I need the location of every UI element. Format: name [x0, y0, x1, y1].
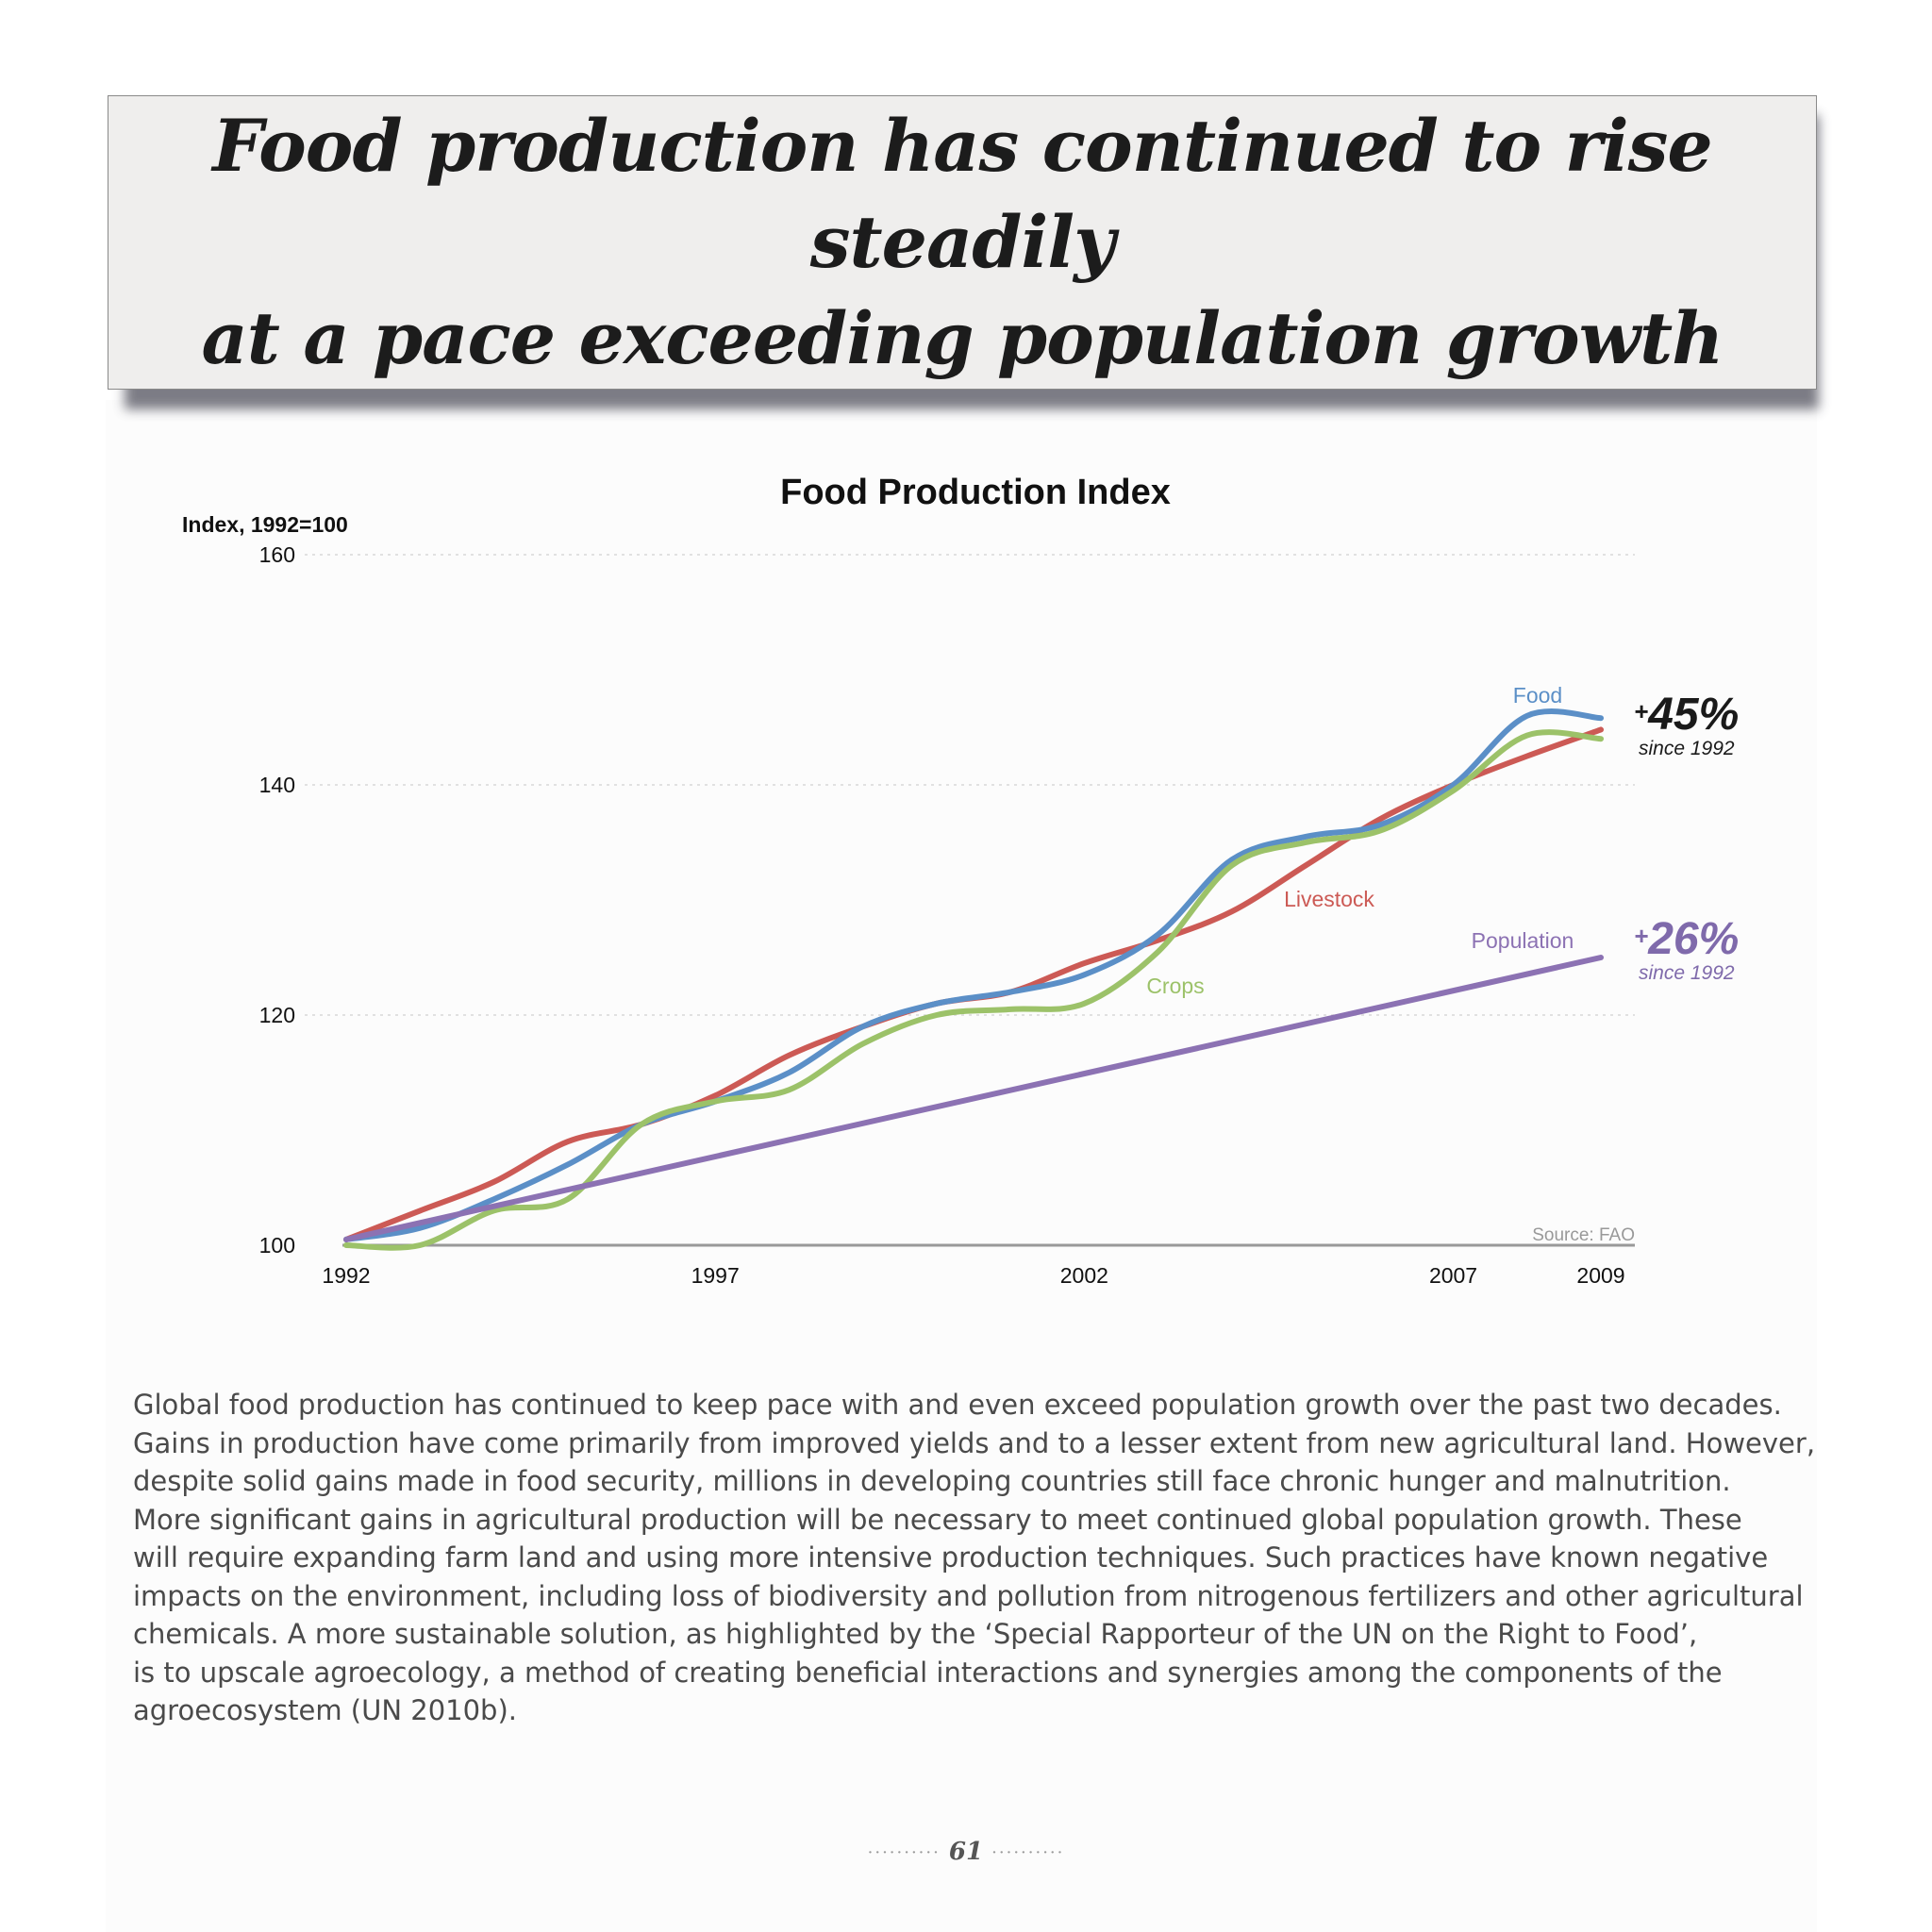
page-number-dots-left: ·········· [867, 1842, 941, 1863]
population-growth-percent: 26% [1647, 914, 1739, 964]
series-label-population: Population [1472, 928, 1574, 953]
page-number-dots-right: ·········· [991, 1842, 1065, 1863]
chart-title: Food Production Index [780, 473, 1171, 512]
body-line: will require expanding farm land and usi… [133, 1541, 1769, 1574]
body-line: impacts on the environment, including lo… [133, 1579, 1804, 1612]
food-growth-value: +45% [1634, 690, 1739, 740]
population-growth-annotation: +26% since 1992 [1634, 914, 1739, 984]
series-label-livestock: Livestock [1284, 887, 1374, 911]
y-tick-label: 100 [259, 1233, 295, 1257]
series-label-food: Food [1513, 683, 1562, 708]
body-line: despite solid gains made in food securit… [133, 1465, 1731, 1497]
page-background [106, 400, 1817, 1932]
x-tick-label: 1997 [691, 1263, 740, 1288]
x-tick-label: 2009 [1576, 1263, 1624, 1288]
y-tick-labels: 100 120 140 160 [259, 542, 295, 1257]
x-tick-label: 1992 [322, 1263, 370, 1288]
population-growth-prefix: + [1634, 922, 1648, 950]
headline-line-1: Food production has continued to rise st… [212, 104, 1712, 284]
y-tick-label: 140 [259, 773, 295, 797]
body-line: More significant gains in agricultural p… [133, 1503, 1742, 1536]
series-line-crops [343, 729, 1604, 1251]
series-line-livestock [343, 726, 1604, 1242]
headline-box: Food production has continued to rise st… [108, 95, 1817, 390]
y-tick-label: 160 [259, 542, 295, 567]
body-line: agroecosystem (UN 2010b). [133, 1694, 517, 1726]
body-line: is to upscale agroecology, a method of c… [133, 1656, 1723, 1689]
food-growth-since: since 1992 [1639, 738, 1735, 759]
series-label-crops: Crops [1146, 974, 1204, 998]
y-tick-label: 120 [259, 1003, 295, 1027]
population-growth-value: +26% [1634, 914, 1739, 964]
x-tick-labels: 1992 1997 2002 2007 2009 [322, 1263, 1624, 1288]
x-tick-label: 2007 [1429, 1263, 1477, 1288]
population-growth-since: since 1992 [1639, 962, 1735, 984]
food-production-chart: Food Production Index Index, 1992=100 10… [182, 473, 1739, 1288]
series-labels: Food Livestock Crops Population [1146, 683, 1574, 998]
source-label: Source: FAO [1532, 1225, 1635, 1245]
grid-lines [305, 554, 1635, 1016]
body-line: Gains in production have come primarily … [133, 1426, 1816, 1459]
body-text: Global food production has continued to … [133, 1386, 1816, 1730]
headline-line-2: at a pace exceeding population growth [201, 296, 1724, 380]
x-tick-label: 2002 [1060, 1263, 1108, 1288]
y-axis-label: Index, 1992=100 [182, 512, 348, 537]
body-line: chemicals. A more sustainable solution, … [133, 1618, 1698, 1650]
body-line: Global food production has continued to … [133, 1389, 1782, 1421]
series-lines [343, 708, 1604, 1251]
food-growth-annotation: +45% since 1992 [1634, 690, 1739, 759]
food-growth-prefix: + [1634, 697, 1648, 725]
page-number-value: 61 [948, 1838, 984, 1866]
series-line-food [343, 708, 1604, 1242]
series-line-population [343, 955, 1604, 1242]
food-growth-percent: 45% [1647, 690, 1739, 740]
page-number: ·········· 61 ·········· [0, 1838, 1932, 1866]
